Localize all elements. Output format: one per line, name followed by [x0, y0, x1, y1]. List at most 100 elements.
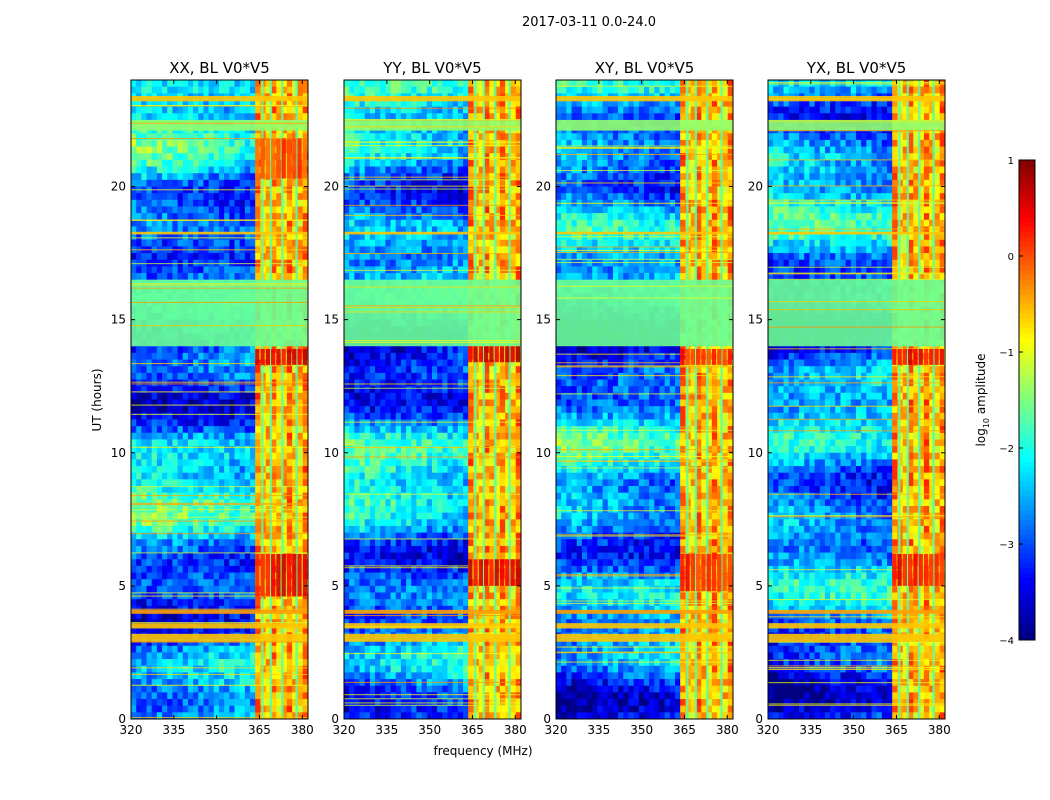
heatmap-cell — [281, 532, 288, 540]
heatmap-cell — [271, 392, 277, 401]
heatmap-cell — [213, 612, 220, 620]
heatmap-cell — [136, 659, 142, 667]
heatmap-cell — [286, 659, 293, 667]
heatmap-cell — [292, 219, 299, 228]
heatmap-cell — [369, 193, 376, 201]
heatmap-cell — [187, 612, 194, 620]
heatmap-cell — [151, 372, 158, 381]
heatmap-cell — [151, 472, 158, 480]
heatmap-cell — [162, 106, 168, 114]
heatmap-cell — [281, 372, 288, 381]
hot-cell — [255, 138, 260, 179]
heatmap-cell — [156, 193, 163, 201]
heatmap-cell — [406, 479, 412, 487]
heatmap-cell — [193, 532, 199, 540]
heatmap-cell — [250, 432, 256, 441]
heatmap-cell — [187, 346, 194, 354]
heatmap-cell — [344, 139, 350, 148]
heatmap-cell — [271, 99, 277, 108]
heatmap-cell — [177, 399, 184, 407]
heatmap-cell — [255, 372, 262, 381]
heatmap-cell — [416, 86, 423, 94]
heatmap-cell — [182, 625, 189, 634]
heatmap-cell — [193, 113, 199, 121]
heatmap-cell — [218, 419, 225, 427]
heatmap-cell — [380, 499, 386, 507]
heatmap-cell — [276, 519, 283, 527]
heatmap-cell — [218, 239, 225, 248]
heatmap-cell — [131, 519, 137, 527]
heatmap-cell — [302, 612, 308, 620]
heatmap-cell — [265, 712, 272, 719]
heatmap-cell — [187, 233, 194, 241]
heatmap-cell — [229, 665, 236, 674]
heatmap-cell — [156, 492, 163, 500]
heatmap-cell — [369, 226, 376, 234]
heatmap-cell — [411, 439, 418, 447]
heatmap-cell — [416, 506, 423, 514]
heatmap-cell — [354, 392, 361, 401]
heatmap-cell — [271, 426, 277, 434]
heatmap-cell — [281, 525, 288, 534]
heatmap-cell — [234, 665, 241, 674]
heatmap-cell — [234, 372, 241, 381]
heatmap-cell — [276, 366, 283, 374]
heatmap-cell — [208, 459, 215, 467]
heatmap-cell — [239, 565, 246, 574]
heatmap-cell — [250, 639, 256, 647]
heatmap-cell — [146, 392, 153, 401]
heatmap-cell — [457, 412, 464, 421]
heatmap-cell — [426, 426, 433, 434]
heatmap-cell — [141, 699, 148, 707]
heatmap-cell — [255, 99, 262, 108]
heatmap-cell — [281, 519, 288, 527]
heatmap-cell — [442, 273, 449, 281]
heatmap-cell — [302, 80, 308, 88]
heatmap-cell — [177, 492, 184, 500]
heatmap-cell — [250, 525, 256, 534]
heatmap-cell — [276, 639, 283, 647]
heatmap-cell — [172, 559, 179, 567]
heatmap-cell — [198, 572, 205, 580]
heatmap-cell — [218, 392, 225, 401]
heatmap-cell — [447, 492, 454, 500]
heatmap-cell — [156, 486, 163, 494]
heatmap-cell — [234, 113, 241, 121]
heatmap-cell — [292, 472, 299, 480]
heatmap-cell — [437, 492, 443, 500]
heatmap-cell — [234, 612, 241, 620]
heatmap-cell — [271, 545, 277, 554]
heatmap-cell — [203, 692, 210, 700]
heatmap-cell — [182, 219, 189, 228]
heatmap-cell — [151, 625, 158, 634]
heatmap-cell — [276, 273, 283, 281]
heatmap-cell — [265, 133, 272, 141]
heatmap-cell — [302, 199, 308, 208]
heatmap-cell — [354, 106, 361, 114]
heatmap-cell — [208, 585, 215, 594]
heatmap-cell — [380, 406, 386, 414]
heatmap-cell — [162, 406, 168, 414]
heatmap-cell — [276, 525, 283, 534]
heatmap-cell — [276, 679, 283, 687]
heatmap-cell — [255, 133, 262, 141]
heatmap-cell — [250, 173, 256, 181]
heatmap-cell — [369, 186, 376, 194]
heatmap-cell — [234, 585, 241, 594]
heatmap-cell — [463, 359, 469, 367]
heatmap-cell — [292, 233, 299, 241]
heatmap-cell — [411, 506, 418, 514]
heatmap-cell — [416, 146, 423, 154]
heatmap-cell — [172, 692, 179, 700]
heatmap-cell — [400, 246, 407, 254]
heatmap-cell — [380, 80, 386, 88]
heatmap-cell — [292, 206, 299, 214]
time-line — [131, 592, 308, 594]
heatmap-cell — [224, 99, 230, 108]
heatmap-cell — [224, 466, 230, 474]
heatmap-cell — [224, 579, 230, 587]
heatmap-cell — [198, 486, 205, 494]
heatmap-cell — [156, 86, 163, 94]
heatmap-cell — [447, 226, 454, 234]
heatmap-cell — [400, 459, 407, 467]
